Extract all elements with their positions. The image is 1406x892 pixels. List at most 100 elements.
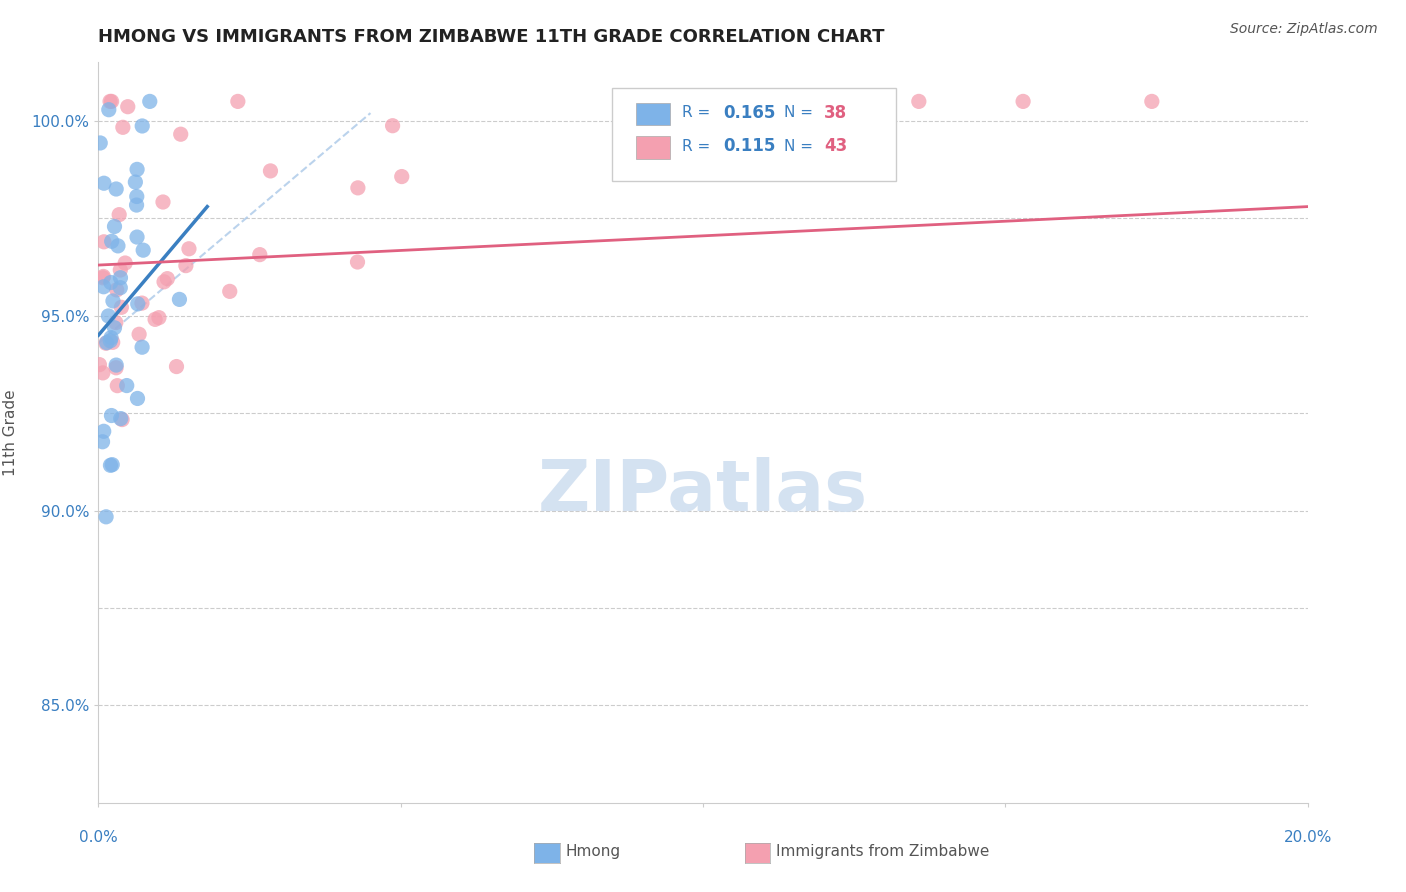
Point [100, 95, 122, 109]
Text: 0.115: 0.115 [724, 137, 776, 155]
Text: R =: R = [682, 105, 716, 120]
Point [148, 310, 170, 325]
Point [177, 242, 200, 256]
Point [101, 293, 124, 308]
Point [93, 279, 115, 293]
Point [125, 189, 148, 203]
Point [94, 509, 117, 524]
Point [93, 269, 115, 284]
Point [110, 281, 132, 295]
Point [89, 358, 111, 372]
Text: 43: 43 [824, 137, 848, 155]
Point [101, 335, 124, 350]
Point [125, 230, 148, 244]
Point [131, 119, 153, 133]
Point [117, 100, 139, 114]
Point [346, 255, 368, 269]
Point [127, 392, 149, 406]
Point [114, 256, 136, 270]
Point [98, 334, 121, 348]
Point [249, 247, 271, 261]
Point [100, 235, 122, 249]
Point [128, 327, 150, 342]
Point [174, 259, 197, 273]
Point [110, 411, 132, 425]
Text: Source: ZipAtlas.com: Source: ZipAtlas.com [1230, 22, 1378, 37]
Point [103, 320, 125, 334]
Point [110, 301, 132, 315]
Point [105, 182, 128, 196]
Text: HMONG VS IMMIGRANTS FROM ZIMBABWE 11TH GRADE CORRELATION CHART: HMONG VS IMMIGRANTS FROM ZIMBABWE 11TH G… [98, 28, 884, 45]
Point [111, 412, 134, 426]
Text: 38: 38 [824, 103, 846, 122]
Point [226, 95, 249, 109]
Point [115, 378, 138, 392]
Point [664, 95, 686, 109]
Point [104, 316, 127, 330]
Point [139, 95, 162, 109]
Point [98, 95, 121, 109]
Text: ZIPatlas: ZIPatlas [538, 458, 868, 526]
Point [91, 434, 114, 449]
Text: N =: N = [785, 138, 818, 153]
Point [108, 208, 131, 222]
Point [111, 120, 134, 135]
Point [100, 276, 122, 290]
Text: 0.165: 0.165 [724, 103, 776, 122]
Point [105, 358, 128, 372]
Bar [637, 103, 671, 126]
Point [105, 283, 128, 297]
Point [91, 366, 114, 380]
Text: R =: R = [682, 138, 716, 153]
Point [131, 296, 153, 310]
Point [100, 458, 122, 473]
Point [100, 331, 122, 345]
Point [381, 119, 404, 133]
Point [170, 127, 193, 141]
Point [391, 169, 413, 184]
Point [93, 425, 115, 439]
Point [96, 335, 118, 350]
Point [153, 275, 176, 289]
Point [110, 270, 132, 285]
Text: Hmong: Hmong [565, 845, 620, 859]
Point [93, 235, 115, 249]
Point [156, 271, 179, 285]
Point [110, 263, 132, 277]
Y-axis label: 11th Grade: 11th Grade [3, 389, 17, 476]
Bar [637, 136, 671, 159]
Point [105, 378, 128, 392]
Point [131, 340, 153, 354]
Point [100, 409, 122, 423]
Text: 0.0%: 0.0% [79, 830, 118, 845]
Point [259, 164, 281, 178]
Text: N =: N = [785, 105, 818, 120]
Point [125, 198, 148, 212]
Point [107, 239, 129, 253]
Point [89, 136, 111, 150]
Point [347, 181, 370, 195]
Text: Immigrants from Zimbabwe: Immigrants from Zimbabwe [776, 845, 990, 859]
Point [1012, 95, 1035, 109]
Point [93, 176, 115, 190]
Point [166, 359, 188, 374]
Point [101, 458, 124, 472]
Text: 20.0%: 20.0% [1284, 830, 1331, 845]
FancyBboxPatch shape [613, 88, 897, 181]
Point [218, 285, 240, 299]
Point [103, 219, 125, 234]
Point [127, 297, 149, 311]
Point [124, 175, 146, 189]
Point [1140, 95, 1163, 109]
Point [94, 336, 117, 351]
Point [132, 243, 155, 257]
Point [908, 95, 931, 109]
Point [105, 360, 128, 375]
Point [91, 270, 114, 285]
Point [169, 293, 191, 307]
Point [97, 103, 120, 117]
Point [152, 194, 174, 209]
Point [143, 312, 166, 326]
Point [97, 309, 120, 323]
Point [125, 162, 148, 177]
